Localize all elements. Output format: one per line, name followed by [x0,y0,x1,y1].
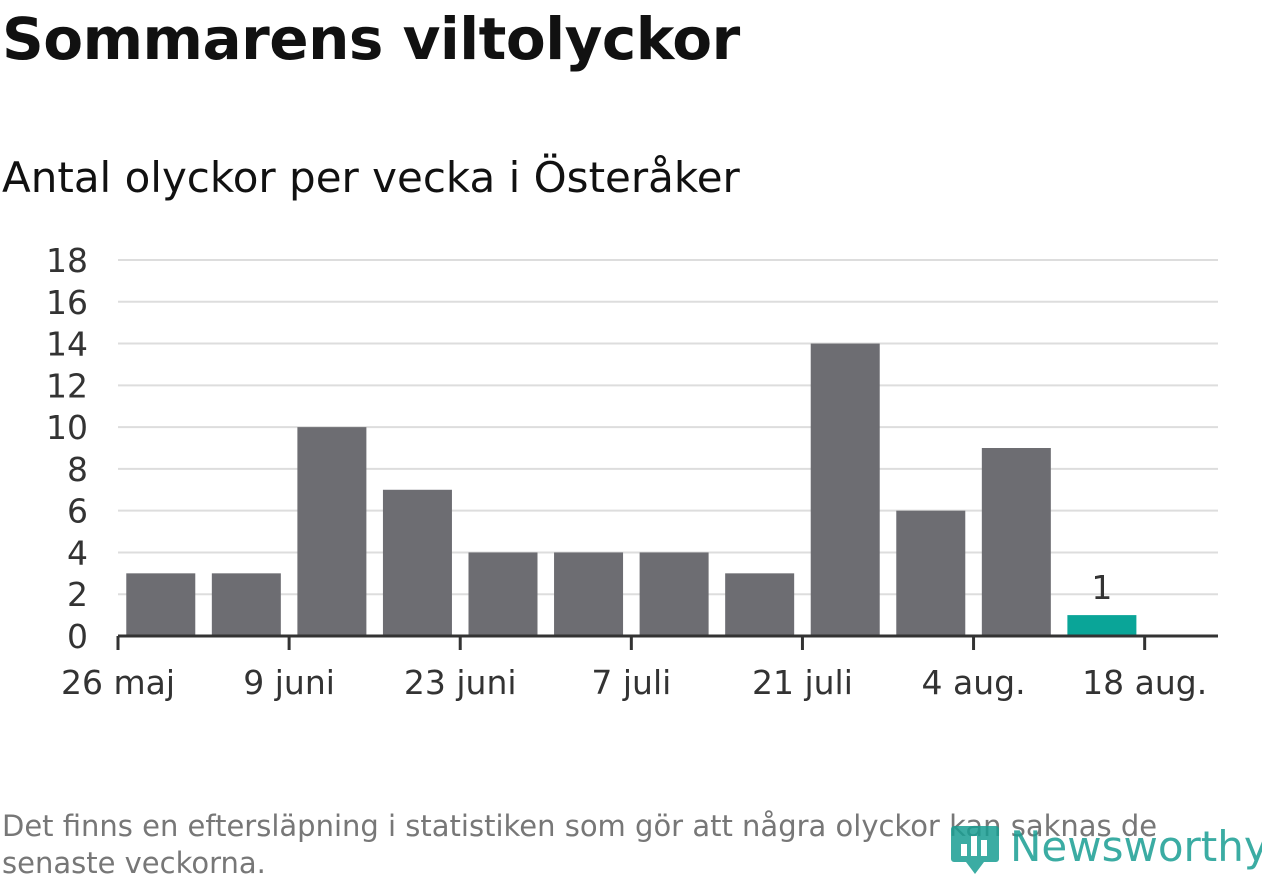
bar [981,448,1051,636]
bar [211,573,281,636]
x-tick-label: 21 juli [752,663,853,702]
bar [810,343,880,636]
bar [468,552,538,636]
y-tick-label: 6 [67,492,88,531]
bar [126,573,196,636]
chart-subtitle: Antal olyckor per vecka i Österåker [2,153,740,202]
bar [725,573,795,636]
x-tick-label: 26 maj [61,663,175,702]
y-tick-label: 16 [46,283,88,322]
x-tick-label: 18 aug. [1082,663,1207,702]
y-tick-label: 8 [67,450,88,489]
bar [382,489,452,636]
y-tick-label: 18 [46,241,88,280]
bar [554,552,624,636]
logo-text: Newsworthy [1010,822,1262,871]
y-tick-label: 10 [46,408,88,447]
x-tick-label: 23 juni [404,663,517,702]
y-tick-label: 0 [67,617,88,656]
y-tick-label: 14 [46,325,88,364]
data-label: 1 [1091,568,1112,607]
newsworthy-logo: Newsworthy [950,818,1262,876]
bar [1067,615,1137,636]
x-tick-label: 7 juli [591,663,671,702]
x-tick-label: 4 aug. [922,663,1026,702]
newsworthy-logo-icon [951,826,999,874]
y-tick-label: 4 [67,533,88,572]
bar [896,510,966,636]
bar [297,427,367,636]
x-tick-label: 9 juni [243,663,335,702]
bar [639,552,709,636]
y-tick-label: 2 [67,575,88,614]
y-tick-label: 12 [46,366,88,405]
chart-title: Sommarens viltolyckor [2,5,740,73]
